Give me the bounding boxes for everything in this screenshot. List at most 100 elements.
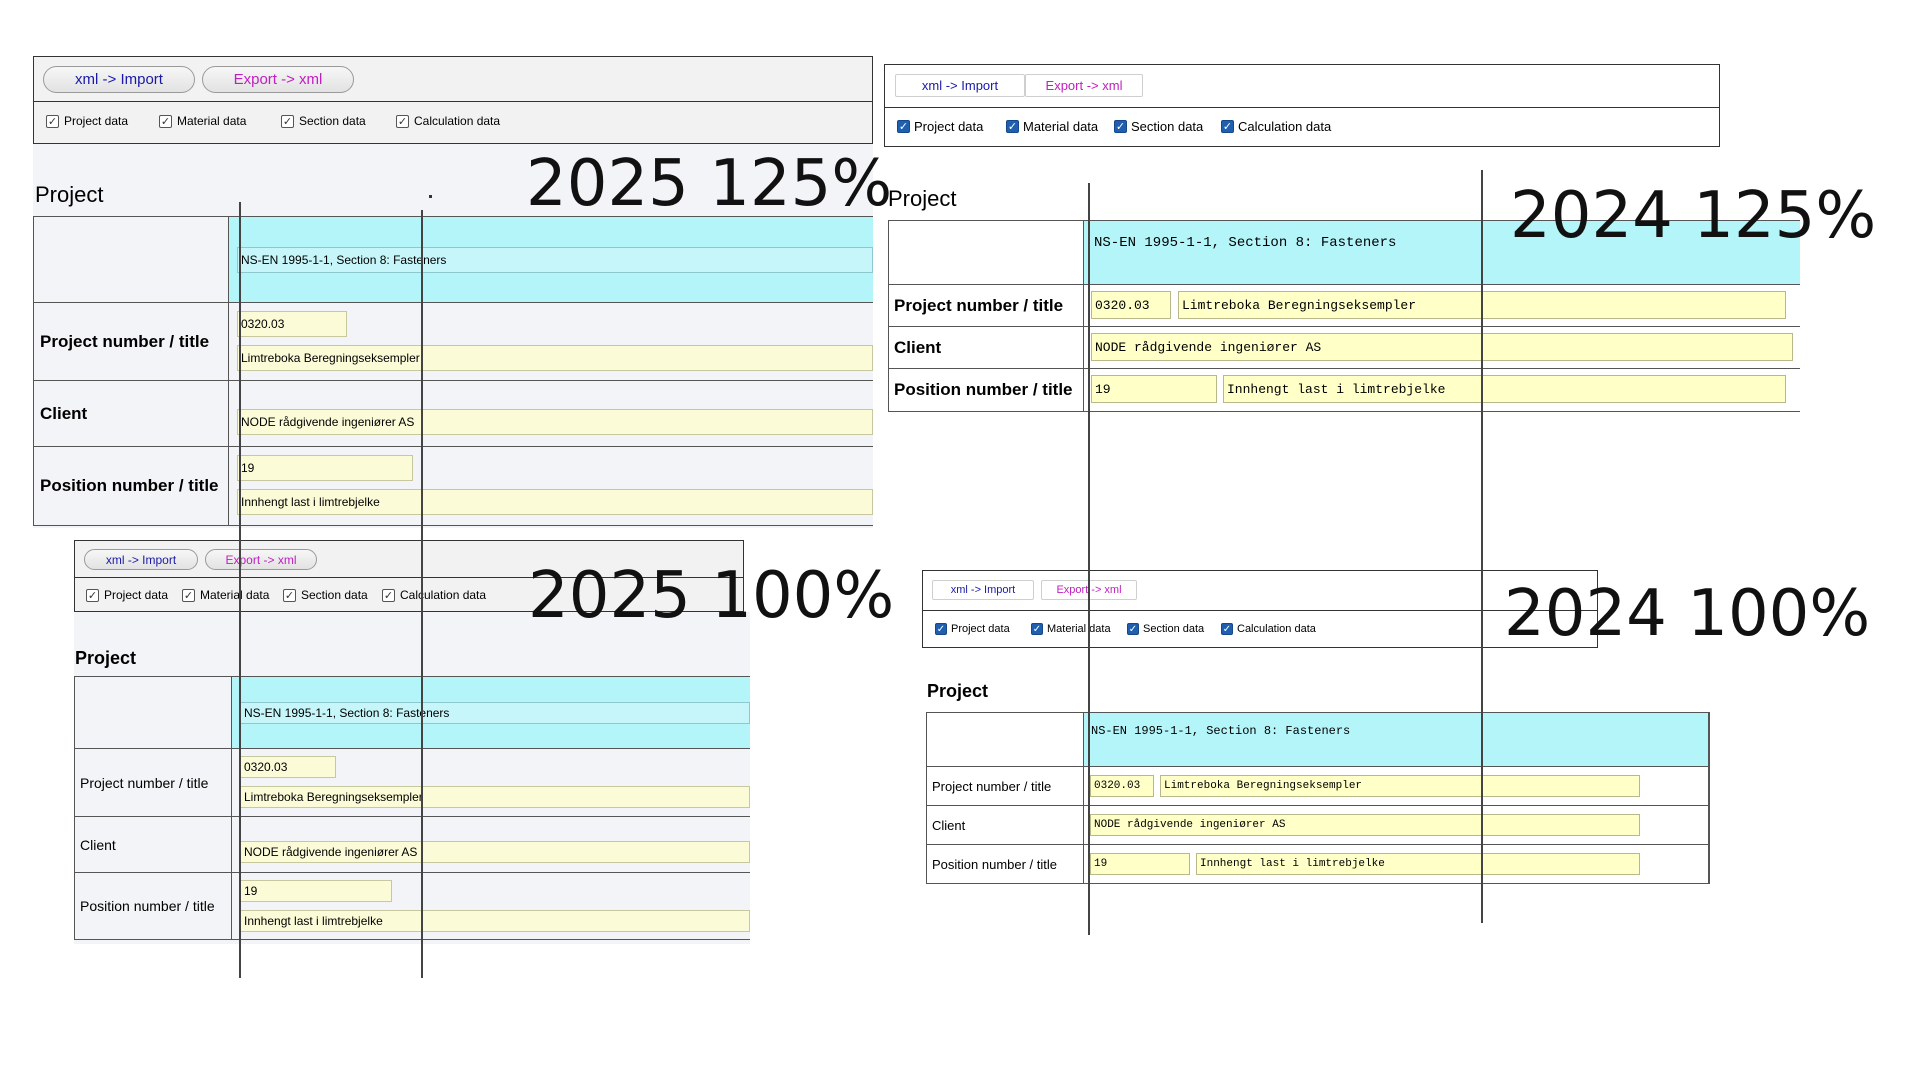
- position-title-field[interactable]: Innhengt last i limtrebjelke: [1196, 853, 1640, 875]
- material-data-checkbox[interactable]: ✓ Material data: [182, 588, 270, 602]
- client-label: Client: [33, 381, 229, 446]
- client-row: Client NODE rådgivende ingeniører AS: [888, 326, 1800, 368]
- section-title: Project: [888, 186, 957, 211]
- guide-line: [1481, 170, 1483, 923]
- position-row: Position number / title 19 Innhengt last…: [74, 872, 750, 940]
- project-label: Project number / title: [33, 303, 229, 380]
- xml-import-button[interactable]: xml -> Import: [932, 580, 1034, 600]
- toolbar-panel-2024-100: xml -> Import Export -> xml ✓ Project dat…: [922, 570, 1598, 648]
- position-label: Position number / title: [888, 369, 1084, 411]
- client-field[interactable]: NODE rådgivende ingeniører AS: [240, 841, 750, 863]
- export-xml-button[interactable]: Export -> xml: [202, 66, 354, 93]
- position-title-field[interactable]: Innhengt last i limtrebjelke: [237, 489, 873, 515]
- project-title-field[interactable]: Limtreboka Beregningseksempler: [240, 786, 750, 808]
- position-label: Position number / title: [33, 447, 229, 525]
- position-number-field[interactable]: 19: [1090, 853, 1190, 875]
- project-form-2024-100: NS-EN 1995-1-1, Section 8: Fasteners Pro…: [926, 712, 1710, 884]
- client-row: Client NODE rådgivende ingeniører AS: [926, 805, 1708, 844]
- check-icon: ✓: [1221, 623, 1233, 635]
- label-2024-125: 2024 125%: [1510, 179, 1877, 253]
- toolbar-panel-2025-100: xml -> Import Export -> xml ✓ Project dat…: [74, 540, 744, 612]
- client-label: Client: [74, 817, 232, 872]
- project-form-2024-125: NS-EN 1995-1-1, Section 8: Fasteners Pro…: [888, 220, 1800, 412]
- material-data-checkbox[interactable]: ✓ Material data: [1031, 623, 1111, 635]
- check-icon: ✓: [46, 114, 59, 128]
- check-icon: ✓: [283, 588, 296, 602]
- client-field[interactable]: NODE rådgivende ingeniører AS: [237, 409, 873, 435]
- material-data-checkbox[interactable]: ✓ Material data: [1006, 119, 1099, 134]
- position-title-field[interactable]: Innhengt last i limtrebjelke: [240, 910, 750, 932]
- position-label: Position number / title: [926, 845, 1084, 883]
- standard-row: NS-EN 1995-1-1, Section 8: Fasteners: [926, 712, 1708, 766]
- project-data-checkbox[interactable]: ✓ Project data: [935, 623, 1010, 635]
- project-label: Project number / title: [888, 285, 1084, 326]
- calculation-data-checkbox[interactable]: ✓ Calculation data: [1221, 623, 1316, 635]
- client-field[interactable]: NODE rådgivende ingeniører AS: [1091, 333, 1793, 361]
- project-form-2025-125: NS-EN 1995-1-1, Section 8: Fasteners Pro…: [33, 216, 873, 526]
- toolbar-panel-2025-125: xml -> Import Export -> xml ✓ Project dat…: [33, 56, 873, 144]
- project-data-checkbox[interactable]: ✓ Project data: [46, 114, 129, 128]
- project-label: Project number / title: [926, 767, 1084, 805]
- project-label: Project number / title: [74, 749, 232, 816]
- section-data-checkbox[interactable]: ✓ Section data: [1114, 119, 1204, 134]
- standard-row: NS-EN 1995-1-1, Section 8: Fasteners: [888, 220, 1800, 284]
- section-title: Project: [35, 182, 104, 207]
- guide-line: [239, 202, 241, 978]
- standard-field[interactable]: NS-EN 1995-1-1, Section 8: Fasteners: [1094, 235, 1397, 251]
- project-number-field[interactable]: 0320.03: [1090, 775, 1154, 797]
- project-number-field[interactable]: 0320.03: [1091, 291, 1171, 319]
- check-icon: ✓: [159, 114, 172, 128]
- standard-field[interactable]: NS-EN 1995-1-1, Section 8: Fasteners: [237, 247, 873, 273]
- material-data-checkbox[interactable]: ✓ Material data: [159, 114, 247, 128]
- client-row: Client NODE rådgivende ingeniører AS: [74, 816, 750, 872]
- section-data-checkbox[interactable]: ✓ Section data: [283, 588, 368, 602]
- label-2025-100: 2025 100%: [528, 559, 895, 633]
- check-icon: ✓: [1006, 120, 1019, 133]
- calculation-data-checkbox[interactable]: ✓ Calculation data: [382, 588, 487, 602]
- client-row: Client NODE rådgivende ingeniører AS: [33, 380, 873, 446]
- project-number-field[interactable]: 0320.03: [240, 756, 336, 778]
- project-row: Project number / title 0320.03 Limtrebok…: [74, 748, 750, 816]
- toolbar-panel-2024-125: xml -> Import Export -> xml ✓ Project dat…: [884, 64, 1720, 147]
- project-data-checkbox[interactable]: ✓ Project data: [86, 588, 169, 602]
- position-title-field[interactable]: Innhengt last i limtrebjelke: [1223, 375, 1786, 403]
- label-2025-125: 2025 125%: [526, 147, 893, 221]
- xml-import-button[interactable]: xml -> Import: [84, 549, 198, 570]
- export-xml-button[interactable]: Export -> xml: [205, 549, 317, 570]
- project-title-field[interactable]: Limtreboka Beregningseksempler: [237, 345, 873, 371]
- position-row: Position number / title 19 Innhengt last…: [888, 368, 1800, 412]
- position-label: Position number / title: [74, 873, 232, 939]
- project-data-checkbox[interactable]: ✓ Project data: [897, 119, 984, 134]
- standard-field[interactable]: NS-EN 1995-1-1, Section 8: Fasteners: [1091, 724, 1351, 738]
- calculation-data-checkbox[interactable]: ✓ Calculation data: [1221, 119, 1332, 134]
- position-number-field[interactable]: 19: [240, 880, 392, 902]
- project-title-field[interactable]: Limtreboka Beregningseksempler: [1160, 775, 1640, 797]
- project-row: Project number / title 0320.03 Limtrebok…: [33, 302, 873, 380]
- client-label: Client: [888, 327, 1084, 368]
- position-row: Position number / title 19 Innhengt last…: [33, 446, 873, 526]
- export-xml-button[interactable]: Export -> xml: [1025, 74, 1143, 97]
- project-number-field[interactable]: 0320.03: [237, 311, 347, 337]
- project-form-2025-100: NS-EN 1995-1-1, Section 8: Fasteners Pro…: [74, 676, 750, 940]
- project-row: Project number / title 0320.03 Limtrebok…: [888, 284, 1800, 326]
- section-data-checkbox[interactable]: ✓ Section data: [1127, 623, 1205, 635]
- xml-import-button[interactable]: xml -> Import: [43, 66, 195, 93]
- check-icon: ✓: [182, 588, 195, 602]
- calculation-data-checkbox[interactable]: ✓ Calculation data: [396, 114, 501, 128]
- check-icon: ✓: [1127, 623, 1139, 635]
- section-title: Project: [927, 681, 989, 701]
- check-icon: ✓: [935, 623, 947, 635]
- project-row: Project number / title 0320.03 Limtrebok…: [926, 766, 1708, 805]
- stray-dot: [429, 195, 432, 198]
- standard-row: NS-EN 1995-1-1, Section 8: Fasteners: [74, 676, 750, 748]
- check-icon: ✓: [86, 588, 99, 602]
- label-2024-100: 2024 100%: [1504, 577, 1871, 651]
- position-number-field[interactable]: 19: [1091, 375, 1217, 403]
- position-number-field[interactable]: 19: [237, 455, 413, 481]
- client-field[interactable]: NODE rådgivende ingeniører AS: [1090, 814, 1640, 836]
- section-data-checkbox[interactable]: ✓ Section data: [281, 114, 366, 128]
- standard-field[interactable]: NS-EN 1995-1-1, Section 8: Fasteners: [240, 702, 750, 724]
- check-icon: ✓: [897, 120, 910, 133]
- xml-import-button[interactable]: xml -> Import: [895, 74, 1025, 97]
- standard-row: NS-EN 1995-1-1, Section 8: Fasteners: [33, 216, 873, 302]
